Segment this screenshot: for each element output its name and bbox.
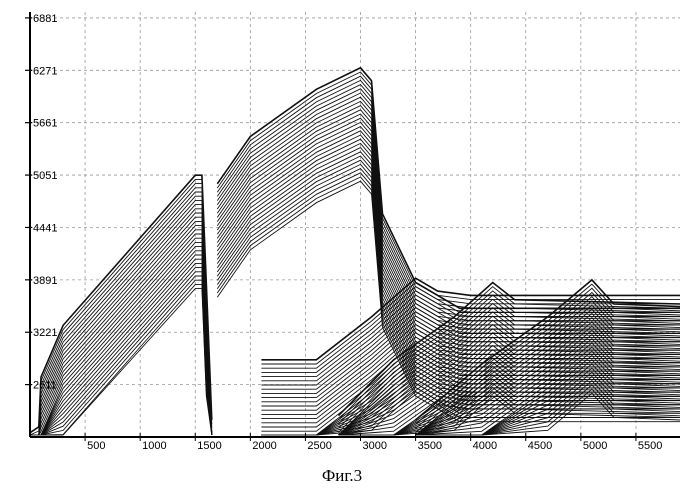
x-tick-label: 5500 [638, 440, 662, 452]
series-0 [30, 175, 212, 435]
x-tick-label: 1000 [142, 440, 166, 452]
series-1-trace-2 [217, 76, 680, 317]
y-tick-label: 5051 [33, 170, 57, 182]
y-tick-label: 5661 [33, 118, 57, 130]
waterfall-chart: 500 1000 1500 2000 2500 3000 3500 4000 4500 5000 5… [0, 0, 684, 460]
figure-caption: Фиг.3 [0, 466, 684, 486]
y-tick-label: 6271 [33, 65, 57, 77]
series-1-trace-1 [217, 72, 680, 313]
y-tick-label: 4441 [33, 222, 57, 234]
tick-labels: 500 1000 1500 2000 2500 3000 3500 4000 4500 5000 5… [25, 13, 662, 452]
x-tick-label: 4000 [473, 440, 497, 452]
series-1-trace-3 [217, 80, 680, 321]
series-1-trace-6 [217, 93, 680, 334]
x-tick-label: 2000 [252, 440, 276, 452]
x-tick-label: 3000 [363, 440, 387, 452]
series-0-trace-25 [30, 280, 212, 435]
x-tick-label: 500 [87, 440, 105, 452]
x-tick-label: 4500 [528, 440, 552, 452]
y-tick-label: 3891 [33, 275, 57, 287]
x-tick-label: 1500 [197, 440, 221, 452]
x-tick-label: 2500 [307, 440, 331, 452]
series-1-trace-4 [217, 85, 680, 326]
x-tick-label: 5000 [583, 440, 607, 452]
x-tick-label: 3500 [418, 440, 442, 452]
y-tick-label: 6881 [33, 13, 57, 25]
y-tick-label: 2611 [33, 380, 57, 392]
series-1-trace-0 [217, 68, 680, 308]
y-tick-label: 3221 [33, 327, 57, 339]
